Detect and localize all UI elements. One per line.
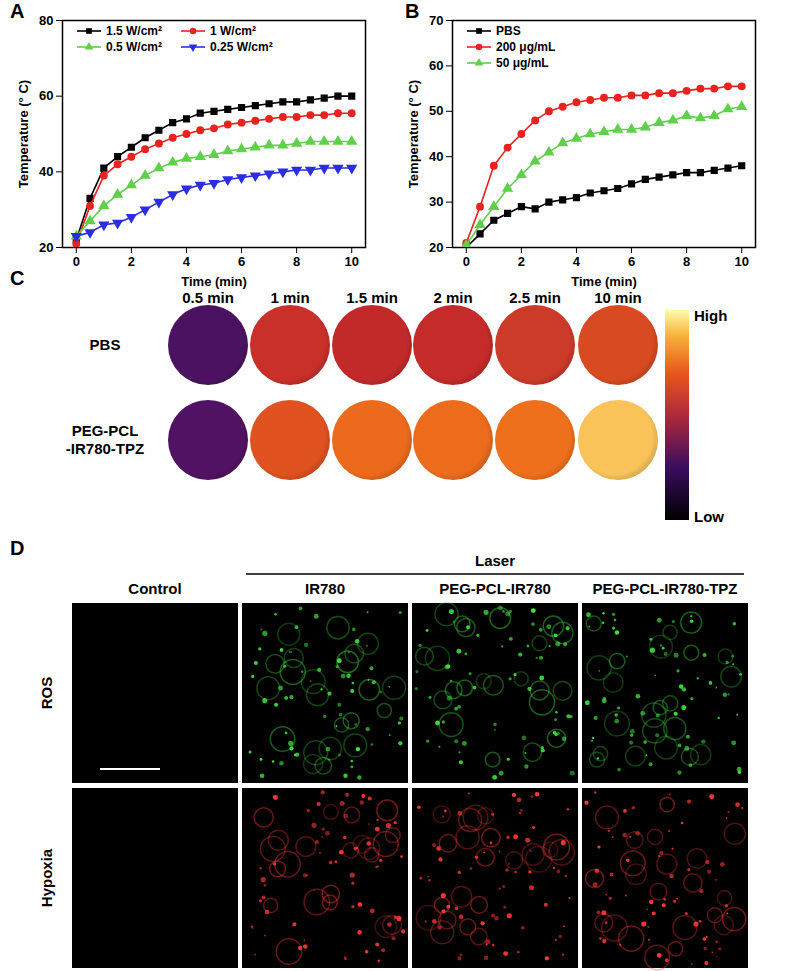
svg-text:8: 8 — [293, 254, 300, 269]
svg-text:40: 40 — [429, 149, 443, 164]
html-text:B: B — [405, 0, 420, 22]
svg-text:0.5 min: 0.5 min — [182, 289, 234, 306]
svg-text:6: 6 — [238, 254, 245, 269]
svg-text:20: 20 — [39, 240, 53, 255]
svg-text:High: High — [694, 307, 727, 324]
svg-text:60: 60 — [39, 88, 53, 103]
svg-text:Time (min): Time (min) — [181, 274, 247, 289]
html-text:1.5 W/cm²: 1.5 W/cm² — [106, 24, 162, 38]
html-text:1 W/cm²: 1 W/cm² — [210, 24, 256, 38]
html-text:0.25 W/cm²: 0.25 W/cm² — [210, 40, 273, 54]
svg-text:IR780: IR780 — [305, 580, 345, 597]
svg-text:Laser: Laser — [475, 552, 515, 569]
svg-text:40: 40 — [39, 164, 53, 179]
svg-text:4: 4 — [573, 254, 581, 269]
svg-text:0: 0 — [463, 254, 470, 269]
html-text:0.5 W/cm²: 0.5 W/cm² — [106, 40, 162, 54]
svg-text:8: 8 — [683, 254, 690, 269]
svg-text:2: 2 — [128, 254, 135, 269]
svg-text:C: C — [10, 267, 24, 289]
svg-text:2: 2 — [518, 254, 525, 269]
svg-text:Time (min): Time (min) — [571, 274, 637, 289]
svg-text:60: 60 — [429, 58, 443, 73]
svg-text:Temperature (° C): Temperature (° C) — [16, 80, 31, 188]
html-text:200 μg/mL: 200 μg/mL — [496, 40, 556, 54]
svg-text:1 min: 1 min — [270, 289, 309, 306]
svg-text:50: 50 — [429, 103, 443, 118]
svg-text:Hypoxia: Hypoxia — [38, 848, 55, 907]
svg-text:0: 0 — [73, 254, 80, 269]
svg-text:2.5 min: 2.5 min — [509, 289, 561, 306]
svg-text:PEG-PCL-IR780-TPZ: PEG-PCL-IR780-TPZ — [66, 422, 144, 457]
svg-text:PEG-PCL-IR780-TPZ: PEG-PCL-IR780-TPZ — [592, 580, 737, 597]
svg-text:10: 10 — [344, 254, 358, 269]
html-text:PBS: PBS — [496, 24, 521, 38]
svg-text:30: 30 — [429, 194, 443, 209]
svg-text:2 min: 2 min — [433, 289, 472, 306]
svg-text:PEG-PCL-IR780: PEG-PCL-IR780 — [439, 580, 551, 597]
svg-text:4: 4 — [183, 254, 191, 269]
html-text:50 μg/mL: 50 μg/mL — [496, 56, 549, 70]
svg-text:ROS: ROS — [38, 677, 55, 710]
svg-text:10: 10 — [734, 254, 748, 269]
svg-text:PBS: PBS — [90, 336, 121, 353]
svg-text:6: 6 — [628, 254, 635, 269]
svg-text:D: D — [10, 537, 24, 559]
svg-text:70: 70 — [429, 13, 443, 28]
svg-text:20: 20 — [429, 240, 443, 255]
svg-text:80: 80 — [39, 13, 53, 28]
svg-text:Low: Low — [694, 508, 724, 525]
svg-text:Temperature (° C): Temperature (° C) — [406, 80, 421, 188]
svg-text:Control: Control — [128, 580, 181, 597]
html-text:A: A — [10, 0, 25, 22]
svg-text:1.5 min: 1.5 min — [346, 289, 398, 306]
svg-text:10 min: 10 min — [594, 289, 642, 306]
